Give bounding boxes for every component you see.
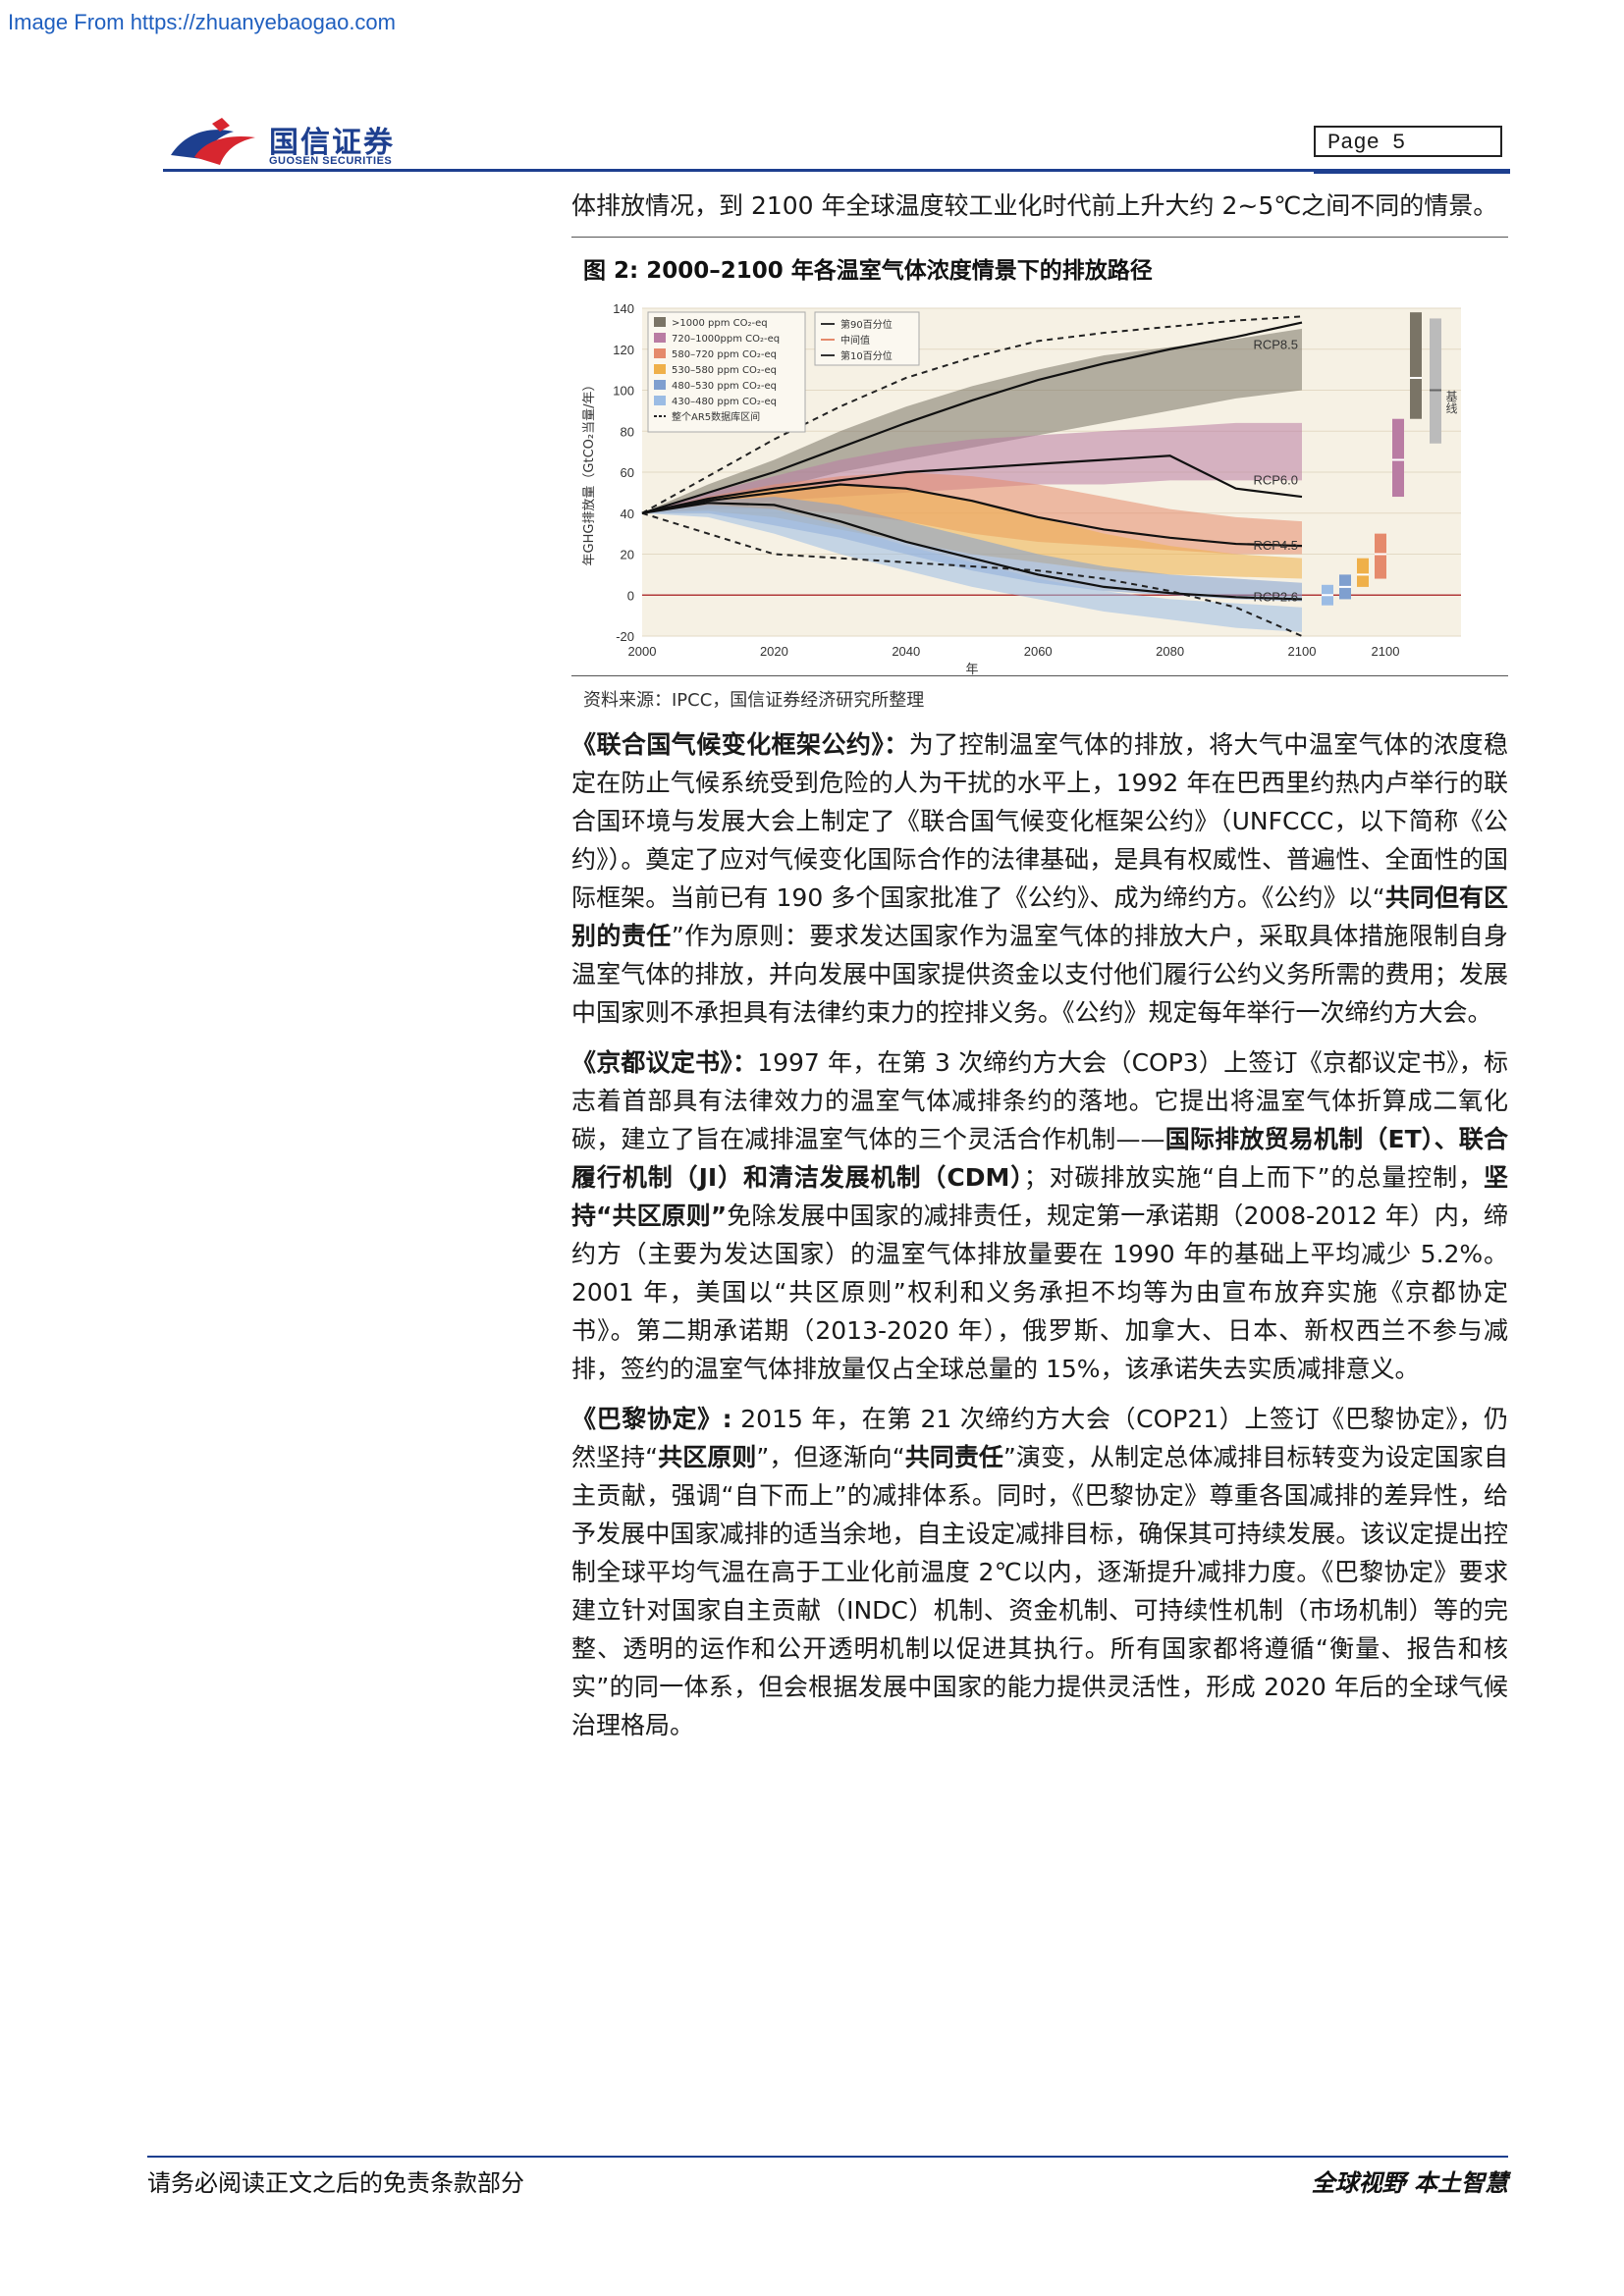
legend-label: >1000 ppm CO₂-eq: [672, 318, 768, 329]
kyoto-bold: 国际排放贸易机制（ET）、联合履行机制（JI）和清洁发展机制（CDM）: [571, 1125, 1508, 1192]
logo-chinese-name: 国信证券: [269, 126, 395, 160]
rcp-label: RCP8.5: [1253, 338, 1298, 352]
paris-bold: 共区原则: [658, 1443, 757, 1471]
legend-swatch: [654, 396, 666, 405]
side-range-bar: [1375, 533, 1386, 579]
legend-label: 580–720 ppm CO₂-eq: [672, 349, 777, 360]
database-envelope-line: [641, 511, 1303, 637]
kyoto-lead: 《京都议定书》：: [571, 1048, 758, 1077]
legend-label: 430–480 ppm CO₂-eq: [672, 397, 777, 407]
header-divider: [163, 169, 1508, 172]
y-tick-label: 0: [627, 588, 634, 603]
legend-swatch: [654, 348, 666, 358]
scenario-band: [642, 505, 1302, 632]
x-tick-label: 2100: [1288, 644, 1317, 659]
figure-title: 图 2: 2000–2100 年各温室气体浓度情景下的排放路径: [583, 258, 1153, 284]
page-number: Page 5: [1314, 126, 1502, 157]
legend-label: 530–580 ppm CO₂-eq: [672, 365, 777, 376]
y-tick-label: 100: [613, 384, 634, 399]
company-logo: 国信证券 GUOSEN SECURITIES: [165, 116, 420, 171]
kyoto-bold2: 坚持“共区原则”: [571, 1163, 1509, 1230]
side-range-bar: [1392, 418, 1404, 498]
legend-label: 中间值: [840, 334, 870, 347]
paris-text3: ”演变，从制定总体减排目标转变为设定国家自主贡献，强调“自下而上”的减排体系。同…: [571, 1443, 1508, 1739]
paris-text2: ”，但逐渐向“: [756, 1443, 905, 1471]
figure-source: 资料来源：IPCC，国信证券经济研究所整理: [583, 690, 925, 711]
kyoto-text: 1997 年，在第 3 次缔约方大会（COP3）上签订《京都议定书》，标志着首部…: [571, 1048, 1508, 1153]
kyoto-text2: ；对碳排放实施“自上而下”的总量控制，: [1023, 1163, 1484, 1192]
x-tick-label: 2040: [892, 644, 920, 659]
kyoto-paragraph: 《京都议定书》：1997 年，在第 3 次缔约方大会（COP3）上签订《京都议定…: [571, 1043, 1508, 1388]
y-tick-label: 60: [621, 465, 634, 480]
figure-top-rule: [571, 237, 1508, 238]
legend-swatch: [654, 317, 666, 327]
header-divider-accent: [1314, 169, 1510, 174]
x-tick-label: 2000: [628, 644, 657, 659]
unfccc-bold: 共同但有区别的责任: [571, 883, 1508, 950]
legend-label: 720–1000ppm CO₂-eq: [672, 334, 780, 345]
main-content: 体排放情况，到 2100 年全球温度较工业化时代前上升大约 2~5℃之间不同的情…: [571, 187, 1508, 1756]
rcp-label: RCP6.0: [1253, 472, 1298, 487]
paris-lead: 《巴黎协定》:: [571, 1405, 732, 1433]
side-range-bar: [1357, 558, 1369, 587]
y-tick-label: -20: [616, 629, 634, 644]
legend-box: [647, 311, 806, 433]
scenario-band: [642, 328, 1302, 513]
legend-label: 第90百分位: [840, 318, 893, 331]
paris-text: 2015 年，在第 21 次缔约方大会（COP21）上签订《巴黎协定》，仍然坚持…: [571, 1405, 1509, 1471]
unfccc-text: 为了控制温室气体的排放，将大气中温室气体的浓度稳定在防止气候系统受到危险的人为干…: [571, 730, 1508, 912]
y-tick-label: 20: [621, 548, 634, 562]
figure-bottom-rule: [571, 675, 1508, 676]
logo-english-name: GUOSEN SECURITIES: [269, 155, 393, 167]
footer-slogan: 全球视野 本土智慧: [1311, 2169, 1508, 2197]
kyoto-text3: 免除发展中国家的减排责任，规定第一承诺期（2008-2012 年）内，缔约方（主…: [571, 1201, 1508, 1383]
x-tick-label: 2060: [1024, 644, 1053, 659]
x-tick-label: 2020: [760, 644, 788, 659]
rcp-series-line: [641, 454, 1303, 514]
x-tick-label: 2080: [1156, 644, 1184, 659]
paris-bold2: 共同责任: [904, 1443, 1003, 1471]
unfccc-text2: ”作为原则：要求发达国家作为温室气体的排放大户，采取具体措施限制自身温室气体的排…: [571, 922, 1508, 1027]
legend-swatch: [654, 364, 666, 374]
rcp-series-line: [641, 502, 1303, 601]
legend-label: 第10百分位: [840, 349, 893, 362]
rcp-series-line: [641, 321, 1303, 514]
legend-swatch: [654, 333, 666, 343]
emissions-chart: -20020406080100120140RCP8.5RCP6.0RCP4.5R…: [582, 301, 1461, 677]
side-range-bar: [1410, 312, 1422, 419]
legend-swatch: [654, 380, 666, 390]
x-tick-label: 2100: [1372, 644, 1400, 659]
baseline-range-bar: [1430, 318, 1441, 444]
logo-mark-icon: [171, 118, 255, 165]
legend-label: 整个AR5数据库区间: [672, 410, 760, 423]
y-tick-label: 80: [621, 424, 634, 439]
y-tick-label: 140: [613, 301, 634, 316]
rcp-label: RCP4.5: [1253, 538, 1298, 553]
database-envelope-line: [641, 315, 1303, 514]
y-axis-label: 年GHG排放量（GtCO₂当量/年）: [582, 379, 597, 566]
rcp-label: RCP2.6: [1253, 589, 1298, 604]
intro-paragraph: 体排放情况，到 2100 年全球温度较工业化时代前上升大约 2~5℃之间不同的情…: [571, 191, 1498, 220]
legend-label: 480–530 ppm CO₂-eq: [672, 381, 777, 392]
unfccc-paragraph: 《联合国气候变化框架公约》：为了控制温室气体的排放，将大气中温室气体的浓度稳定在…: [571, 725, 1508, 1032]
x-axis-label: 年: [965, 663, 978, 675]
figure-chart: -20 0 20 40 60 80 100 120 140 RCP8.5 RCP6.0 RCP4.5 R…: [571, 293, 1508, 677]
y-tick-label: 40: [621, 507, 634, 521]
footer-disclaimer: 请务必阅读正文之后的免责条款部分: [147, 2169, 524, 2197]
unfccc-lead: 《联合国气候变化框架公约》：: [571, 730, 909, 759]
baseline-label: 基线: [1444, 390, 1458, 413]
watermark-text: Image From https://zhuanyebaogao.com: [8, 10, 396, 34]
footer-divider: [147, 2156, 1508, 2158]
y-tick-label: 120: [613, 343, 634, 357]
rcp-series-line: [641, 483, 1303, 548]
paris-paragraph: 《巴黎协定》: 2015 年，在第 21 次缔约方大会（COP21）上签订《巴黎…: [571, 1400, 1508, 1744]
